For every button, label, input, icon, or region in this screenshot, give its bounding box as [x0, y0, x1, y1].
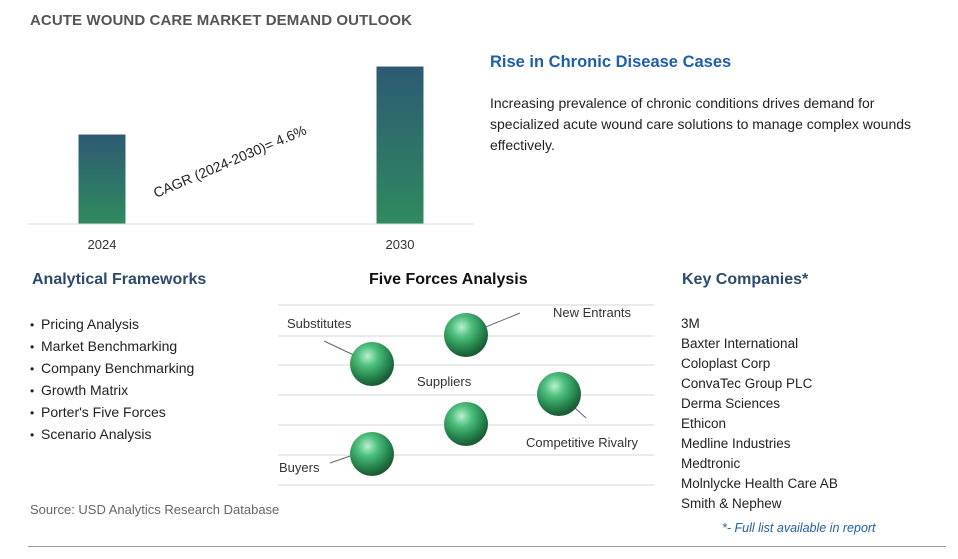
framework-label: Porter's Five Forces [41, 404, 166, 420]
list-item: Derma Sciences [681, 396, 781, 411]
list-item: Baxter International [681, 336, 799, 351]
list-item: Ethicon [681, 416, 727, 431]
buyers-sphere [350, 432, 394, 476]
suppliers-label: Suppliers [417, 374, 472, 389]
framework-label: Company Benchmarking [41, 360, 195, 376]
list-item: Medline Industries [681, 436, 791, 451]
bullet-icon: • [30, 384, 35, 398]
page-title: ACUTE WOUND CARE MARKET DEMAND OUTLOOK [30, 12, 413, 29]
list-item: ConvaTec Group PLC [681, 376, 813, 391]
new-entrants-label: New Entrants [553, 305, 632, 320]
bullet-icon: • [30, 318, 35, 332]
list-item: Medtronic [681, 456, 741, 471]
list-item: • Company Benchmarking [30, 358, 194, 380]
list-item: Smith & Nephew [681, 496, 782, 511]
x-tick-label: 2030 [386, 237, 415, 252]
competitive-rivalry-sphere [537, 372, 581, 416]
frameworks-list: • Pricing Analysis • Market Benchmarking •… [30, 314, 194, 446]
list-item: • Porter's Five Forces [30, 402, 194, 424]
five-forces-heading: Five Forces Analysis [369, 271, 528, 288]
divider [28, 546, 946, 547]
full-list-note: *- Full list available in report [722, 521, 876, 535]
list-item: • Scenario Analysis [30, 424, 194, 446]
list-item: • Pricing Analysis [30, 314, 194, 336]
frameworks-heading: Analytical Frameworks [32, 271, 207, 288]
list-item: Coloplast Corp [681, 356, 771, 371]
key-companies-heading: Key Companies* [682, 271, 809, 288]
x-tick-label: 2024 [88, 237, 117, 252]
suppliers-sphere [444, 402, 488, 446]
framework-label: Growth Matrix [41, 382, 129, 398]
substitutes-label: Substitutes [287, 316, 352, 331]
companies-list: 3M Baxter International Coloplast Corp C… [681, 314, 838, 514]
bullet-icon: • [30, 340, 35, 354]
competitive-rivalry-label: Competitive Rivalry [526, 435, 638, 450]
list-item: • Market Benchmarking [30, 336, 194, 358]
bullet-icon: • [30, 362, 35, 376]
list-item: • Growth Matrix [30, 380, 194, 402]
list-item: Molnlycke Health Care AB [681, 476, 838, 491]
substitutes-sphere [350, 342, 394, 386]
bar-chart: 2024 2030 CAGR (2024-2030)= 4.6% [28, 66, 474, 252]
new-entrants-sphere [444, 313, 488, 357]
source-note: Source: USD Analytics Research Database [30, 502, 280, 517]
bar-2024 [78, 134, 126, 224]
bar-2030 [376, 66, 424, 225]
bullet-icon: • [30, 428, 35, 442]
framework-label: Scenario Analysis [41, 426, 152, 442]
headline: Rise in Chronic Disease Cases [490, 53, 732, 71]
buyers-label: Buyers [279, 460, 320, 475]
bullet-icon: • [30, 406, 35, 420]
description: Increasing prevalence of chronic conditi… [490, 95, 912, 153]
list-item: 3M [681, 316, 700, 331]
framework-label: Pricing Analysis [41, 316, 140, 332]
framework-label: Market Benchmarking [41, 338, 178, 354]
